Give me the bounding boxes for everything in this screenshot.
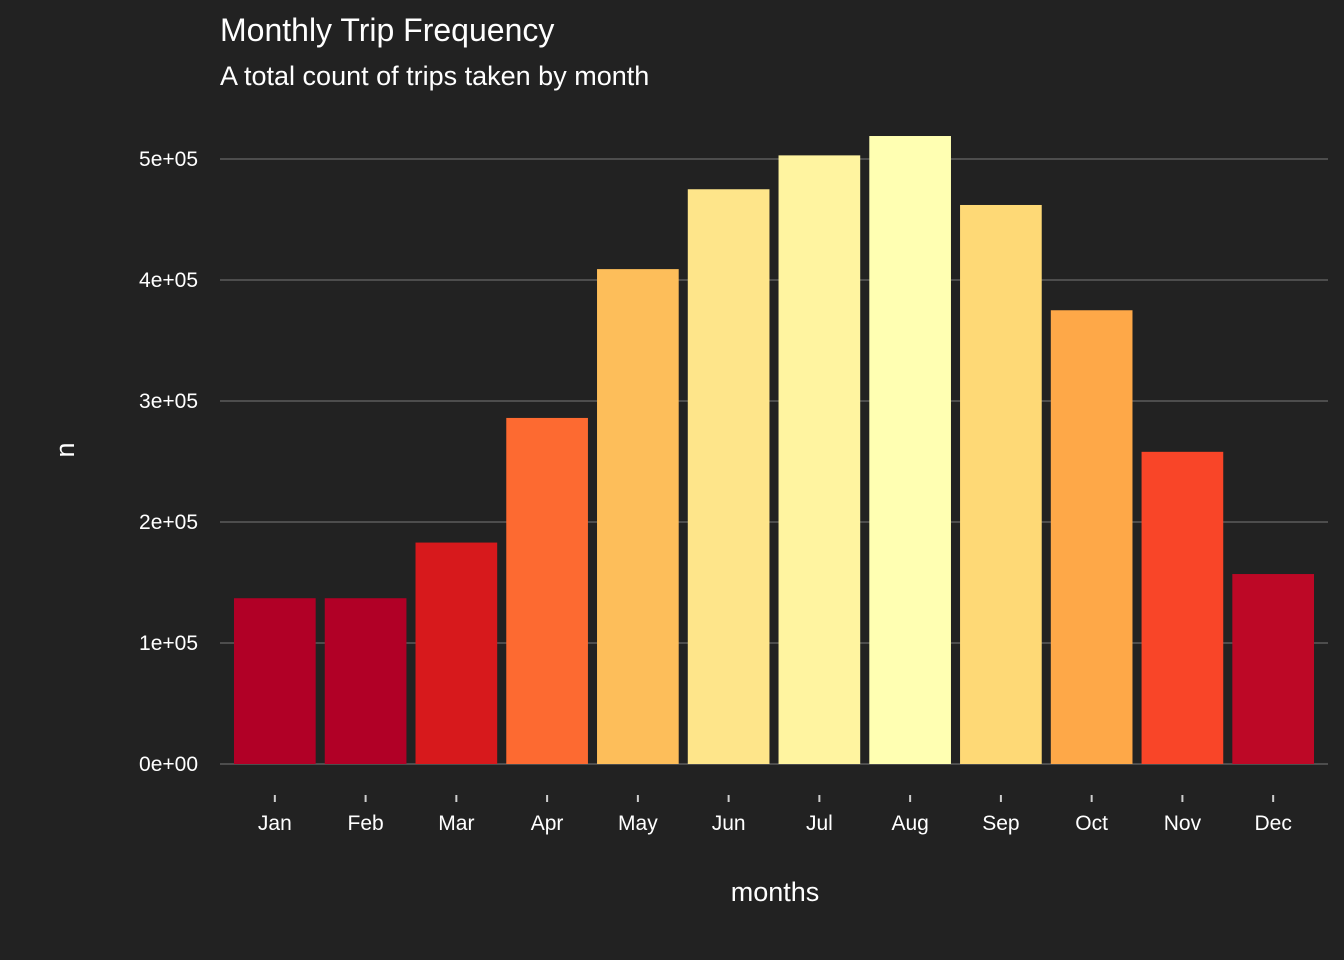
chart-subtitle: A total count of trips taken by month	[220, 61, 649, 91]
bar-jan	[234, 598, 316, 764]
y-tick-label: 1e+05	[139, 632, 198, 655]
x-tick-label: Jul	[806, 812, 833, 835]
x-tick-label: Mar	[438, 812, 474, 835]
y-tick-label: 2e+05	[139, 511, 198, 534]
x-tick-label: Aug	[891, 812, 928, 835]
x-tick-label: Nov	[1164, 812, 1202, 835]
x-tick-label: May	[618, 812, 658, 835]
bar-mar	[415, 542, 498, 764]
bar-sep	[960, 204, 1042, 765]
bars	[234, 136, 1314, 765]
bar-jun	[687, 189, 770, 764]
bar-oct	[1050, 310, 1133, 764]
bar-apr	[506, 417, 588, 764]
y-tick-label: 4e+05	[139, 269, 198, 292]
y-axis-title: n	[50, 442, 80, 457]
x-axis: Jan Feb Mar Apr May Jun Jul Aug Sep Oct Nov Dec	[258, 795, 1292, 835]
bar-may	[597, 269, 679, 764]
x-tick-label: Oct	[1075, 812, 1108, 835]
x-tick-label: Sep	[982, 812, 1019, 835]
x-tick-label: Jan	[258, 812, 292, 835]
bar-aug	[869, 136, 951, 764]
x-tick-label: Dec	[1254, 812, 1291, 835]
x-tick-label: Jun	[712, 812, 746, 835]
bar-jul	[778, 155, 861, 764]
y-axis: 0e+00 1e+05 2e+05 3e+05 4e+05 5e+05	[139, 148, 198, 776]
bar-nov	[1141, 451, 1224, 764]
y-tick-label: 0e+00	[139, 753, 198, 776]
y-tick-label: 3e+05	[139, 390, 198, 413]
bar-feb	[324, 598, 407, 764]
bar-dec	[1232, 574, 1314, 764]
x-axis-title: months	[731, 877, 820, 907]
x-tick-label: Feb	[348, 812, 384, 835]
y-tick-label: 5e+05	[139, 148, 198, 171]
x-tick-label: Apr	[531, 812, 564, 835]
chart-title: Monthly Trip Frequency	[220, 12, 554, 48]
